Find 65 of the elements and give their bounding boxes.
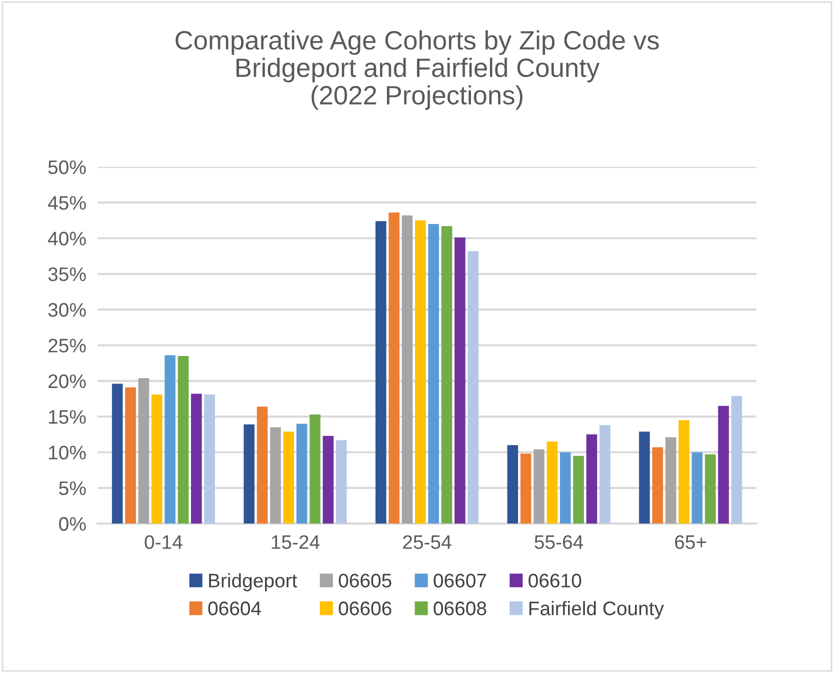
legend-label: 06610 [528,574,582,588]
bar [534,449,544,524]
x-tick-label: 55-64 [534,535,584,549]
bar [704,454,716,524]
bar [600,425,610,524]
legend-label: Fairfield County [529,601,664,620]
bar [468,251,479,524]
y-tick-label: 50% [48,160,86,174]
bar [560,452,571,524]
bar [191,394,202,524]
bar [678,420,690,524]
y-tick-label: 20% [48,374,86,388]
x-tick-label: 25-54 [403,535,452,549]
y-tick-label: 40% [48,232,86,246]
legend-label: 06608 [434,602,486,616]
bar [336,440,347,524]
bar [573,456,584,524]
bar [652,447,664,524]
legend-label: 06606 [338,602,392,616]
bar [586,434,598,524]
bar [546,442,558,524]
bar [454,238,466,524]
y-tick-label: 25% [48,338,86,352]
bar [322,436,334,524]
bar [138,378,150,524]
y-tick-label: 0% [59,517,86,531]
y-tick-label: 30% [48,303,86,317]
bar [402,215,413,524]
bar [731,396,742,524]
legend-label: 06607 [434,574,486,588]
bar [718,406,729,524]
bar [428,224,439,524]
bar [283,432,294,524]
bar [125,387,136,524]
x-tick-label: 0-14 [144,535,182,549]
legend-label: 06604 [208,602,262,616]
bar [204,394,215,524]
bar [310,414,320,524]
bar [375,221,386,524]
bar [520,454,532,524]
legend-label: Bridgeport [209,573,298,592]
y-tick-label: 45% [48,196,86,210]
y-tick-label: 5% [59,481,86,496]
bar [639,432,650,524]
y-tick-label: 15% [49,410,86,424]
y-tick-label: 10% [49,446,86,460]
bar [507,445,518,524]
bar [296,424,308,524]
y-tick-label: 35% [48,267,86,282]
chart-title: Comparative Age Cohorts by Zip Code vs Bridgeport and Fairfield County (2022 Projections) [176,30,659,110]
bar [244,424,255,524]
bar [415,220,426,524]
bar [270,427,281,524]
x-tick-label: 15-24 [272,535,320,549]
bar [256,406,268,524]
bar [164,355,176,524]
legend-label: 06605 [338,574,392,588]
bar [112,384,123,524]
bar [388,212,400,524]
bar [151,394,162,524]
bar [692,452,703,524]
bar [178,356,189,524]
x-tick-label: 65+ [675,535,706,549]
bar [665,437,676,524]
bar [441,226,452,524]
